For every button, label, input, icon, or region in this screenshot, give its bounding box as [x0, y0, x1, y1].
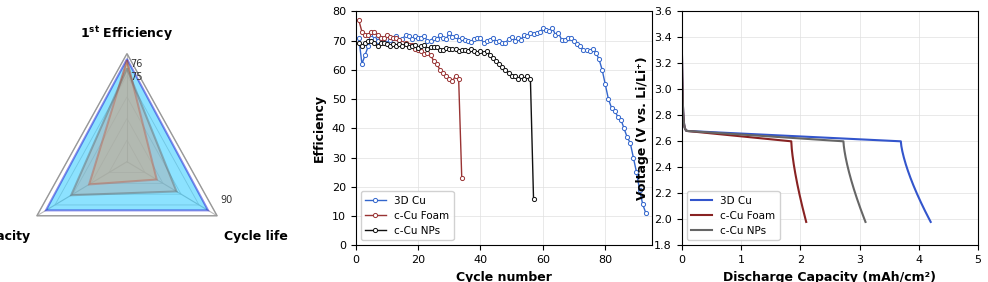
- c-Cu Foam: [403, 43, 415, 47]
- Legend: 3D Cu, c-Cu Foam, c-Cu NPs: 3D Cu, c-Cu Foam, c-Cu NPs: [361, 191, 453, 240]
- 3D Cu: [640, 212, 652, 215]
- 3D Cu: [496, 41, 508, 45]
- c-Cu Foam: [396, 41, 408, 45]
- c-Cu Foam: [453, 77, 464, 80]
- Text: Discharge capacity: Discharge capacity: [0, 230, 30, 243]
- c-Cu Foam: [400, 41, 412, 44]
- c-Cu NPs: [847, 184, 859, 187]
- Text: Cycle life: Cycle life: [224, 230, 288, 243]
- c-Cu NPs: [782, 136, 794, 139]
- c-Cu Foam: [425, 53, 437, 56]
- c-Cu NPs: [359, 42, 370, 45]
- c-Cu Foam: [422, 52, 434, 55]
- 3D Cu: [724, 131, 736, 135]
- 3D Cu: [908, 184, 920, 187]
- c-Cu NPs: [850, 192, 862, 195]
- Polygon shape: [89, 60, 157, 184]
- 3D Cu: [353, 36, 365, 39]
- c-Cu Foam: [450, 74, 461, 77]
- c-Cu Foam: [409, 47, 421, 50]
- c-Cu Foam: [415, 50, 427, 53]
- c-Cu Foam: [390, 36, 402, 39]
- c-Cu NPs: [707, 131, 719, 134]
- Line: 3D Cu: 3D Cu: [682, 35, 931, 222]
- Y-axis label: Efficiency: Efficiency: [313, 94, 326, 162]
- c-Cu NPs: [431, 45, 443, 49]
- c-Cu Foam: [701, 131, 713, 135]
- c-Cu Foam: [794, 197, 806, 200]
- Line: c-Cu NPs: c-Cu NPs: [357, 38, 535, 201]
- c-Cu NPs: [353, 42, 365, 45]
- c-Cu Foam: [387, 37, 399, 40]
- 3D Cu: [716, 131, 728, 134]
- Legend: 3D Cu, c-Cu Foam, c-Cu NPs: 3D Cu, c-Cu Foam, c-Cu NPs: [687, 191, 780, 240]
- 3D Cu: [412, 37, 424, 40]
- c-Cu NPs: [366, 39, 377, 42]
- c-Cu NPs: [860, 220, 871, 224]
- c-Cu Foam: [791, 184, 803, 187]
- 3D Cu: [925, 220, 937, 224]
- c-Cu Foam: [800, 220, 812, 224]
- c-Cu NPs: [851, 197, 863, 200]
- Text: 76: 76: [130, 59, 143, 69]
- Line: 3D Cu: 3D Cu: [357, 26, 648, 215]
- c-Cu Foam: [393, 38, 405, 42]
- c-Cu Foam: [363, 33, 374, 36]
- c-Cu Foam: [676, 33, 688, 36]
- c-Cu NPs: [712, 131, 724, 135]
- 3D Cu: [584, 50, 596, 53]
- c-Cu Foam: [356, 30, 368, 34]
- 3D Cu: [400, 33, 412, 36]
- c-Cu Foam: [748, 136, 760, 139]
- 3D Cu: [819, 136, 831, 139]
- c-Cu NPs: [477, 51, 489, 55]
- c-Cu Foam: [366, 30, 377, 34]
- c-Cu Foam: [374, 36, 386, 39]
- c-Cu NPs: [403, 45, 415, 48]
- Y-axis label: Voltage (V vs. Li/Li⁺): Voltage (V vs. Li/Li⁺): [635, 56, 648, 200]
- c-Cu Foam: [371, 33, 383, 36]
- 3D Cu: [911, 192, 923, 195]
- c-Cu Foam: [434, 68, 446, 72]
- c-Cu Foam: [384, 36, 396, 39]
- Line: c-Cu Foam: c-Cu Foam: [682, 35, 806, 222]
- c-Cu Foam: [353, 18, 365, 22]
- c-Cu Foam: [444, 77, 455, 80]
- X-axis label: Discharge Capacity (mAh/cm²): Discharge Capacity (mAh/cm²): [723, 271, 937, 282]
- Text: 90: 90: [220, 195, 233, 205]
- Legend: 3D Cu, c-Cu Foam, c-Cu NPs: 3D Cu, c-Cu Foam, c-Cu NPs: [377, 74, 470, 123]
- c-Cu Foam: [437, 71, 449, 74]
- 3D Cu: [913, 197, 925, 200]
- c-Cu Foam: [428, 59, 440, 63]
- c-Cu NPs: [474, 49, 486, 53]
- c-Cu Foam: [412, 48, 424, 52]
- c-Cu Foam: [431, 62, 443, 66]
- c-Cu NPs: [363, 39, 374, 42]
- c-Cu Foam: [793, 192, 805, 195]
- c-Cu Foam: [441, 74, 453, 77]
- c-Cu Foam: [447, 80, 458, 83]
- 3D Cu: [390, 34, 402, 38]
- c-Cu Foam: [418, 53, 430, 56]
- c-Cu Foam: [377, 36, 389, 39]
- 3D Cu: [555, 38, 567, 41]
- c-Cu Foam: [369, 30, 380, 34]
- Text: 75: 75: [130, 72, 143, 81]
- Line: c-Cu Foam: c-Cu Foam: [357, 18, 463, 180]
- c-Cu Foam: [359, 33, 370, 36]
- c-Cu Foam: [381, 34, 393, 37]
- Polygon shape: [71, 69, 177, 195]
- c-Cu Foam: [699, 131, 710, 134]
- Line: c-Cu NPs: c-Cu NPs: [682, 35, 865, 222]
- 3D Cu: [676, 33, 688, 36]
- c-Cu Foam: [455, 176, 467, 180]
- c-Cu NPs: [676, 33, 688, 36]
- c-Cu Foam: [406, 43, 418, 47]
- 3D Cu: [546, 26, 558, 29]
- Polygon shape: [45, 59, 208, 210]
- c-Cu NPs: [528, 197, 539, 200]
- Text: $\mathbf{1^{st}}$ Efficiency: $\mathbf{1^{st}}$ Efficiency: [80, 24, 174, 43]
- X-axis label: Cycle number: Cycle number: [455, 271, 552, 282]
